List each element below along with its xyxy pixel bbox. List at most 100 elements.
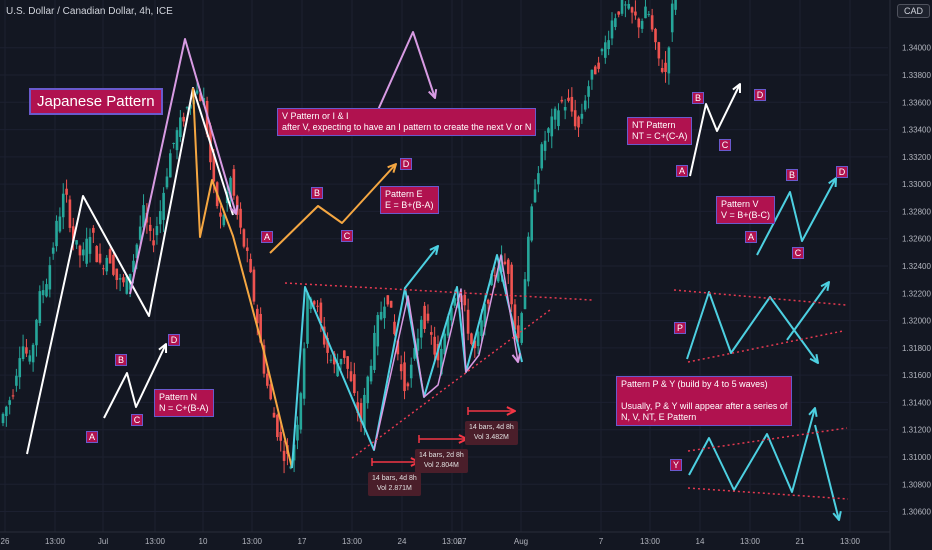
p-upper-dotted <box>673 289 847 306</box>
pattern-n-note: Pattern N N = C+(B-A) <box>154 389 214 417</box>
nt-point-d-label: D <box>754 89 766 101</box>
candle-body <box>496 268 500 282</box>
v-pattern-line <box>377 31 436 111</box>
e-point-c-label: C <box>341 230 353 242</box>
candle-body <box>577 116 580 128</box>
violet-inner-arrowhead <box>511 353 522 363</box>
candle-body <box>593 66 597 75</box>
candle-body <box>148 224 152 231</box>
measure-stat-3-bars: 14 bars, 4d 8h <box>469 424 514 431</box>
candle-body <box>11 395 15 397</box>
measure-stat-1: 14 bars, 4d 8h Vol 2.871M <box>368 472 421 496</box>
x-tick-label: 26 <box>1 537 10 546</box>
candle-body <box>232 169 236 196</box>
candle-body <box>339 358 343 365</box>
white-wave-line <box>26 87 234 455</box>
candle-body <box>440 348 443 375</box>
candle-body <box>5 406 8 417</box>
x-tick-label: 13:00 <box>45 537 66 546</box>
x-tick-label: 13:00 <box>442 537 463 546</box>
candle-body <box>78 245 82 256</box>
candle-body <box>306 292 309 344</box>
candle-body <box>343 350 346 358</box>
candle-body <box>102 268 105 270</box>
candle-body <box>583 100 587 110</box>
candle-body <box>162 192 165 220</box>
y-pattern-arrowhead-down <box>832 510 842 521</box>
candle-body <box>473 340 477 349</box>
candle-body <box>105 257 109 272</box>
candle-body <box>359 403 363 423</box>
japanese-pattern-title: Japanese Pattern <box>29 88 163 115</box>
candle-body <box>25 347 28 354</box>
p-pattern-arrowhead-up <box>820 281 830 292</box>
candle-body <box>332 353 336 365</box>
y-tick-label: 1.32600 <box>902 235 931 244</box>
candle-body <box>610 20 614 39</box>
e-point-b-label: B <box>311 187 323 199</box>
candle-body <box>51 247 55 254</box>
candle-body <box>112 254 115 275</box>
candle-body <box>376 315 380 347</box>
candle-body <box>363 394 366 428</box>
p-lower-dotted <box>687 330 844 363</box>
candle-body <box>28 355 32 362</box>
candle-body <box>450 307 453 321</box>
e-point-d-label: D <box>400 158 412 170</box>
p-pattern-label: P <box>674 322 686 334</box>
candle-body <box>674 0 677 10</box>
candle-body <box>617 11 620 15</box>
candle-body <box>563 106 567 111</box>
measure-3-arrowhead <box>506 406 516 416</box>
candle-body <box>329 359 333 361</box>
candle-body <box>15 375 18 386</box>
pattern-v-note: Pattern V V = B+(B-C) <box>716 196 776 224</box>
v-pattern-note: V Pattern or I & I after V, expecting to… <box>277 108 537 136</box>
candle-body <box>486 299 490 304</box>
currency-badge[interactable]: CAD <box>897 4 931 18</box>
x-tick-label: 17 <box>298 537 307 546</box>
candle-body <box>65 188 68 195</box>
candle-body <box>222 214 226 226</box>
candle-body <box>654 28 657 43</box>
candle-body <box>480 320 483 336</box>
y-tick-label: 1.33200 <box>902 153 931 162</box>
candle-body <box>426 313 430 321</box>
candle-body <box>212 153 216 182</box>
candle-body <box>620 0 624 14</box>
candle-body <box>175 130 179 151</box>
candle-body <box>557 110 560 127</box>
candle-body <box>503 261 507 265</box>
candle-body <box>553 108 557 120</box>
y-upper-dotted <box>687 427 848 452</box>
candle-body <box>195 90 199 94</box>
chart-header-title: U.S. Dollar / Canadian Dollar, 4h, ICE <box>6 6 173 17</box>
candle-body <box>349 371 353 382</box>
candle-body <box>523 279 527 310</box>
candle-body <box>88 237 92 254</box>
y-tick-label: 1.31200 <box>902 426 931 435</box>
y-pattern-label: Y <box>670 459 682 471</box>
candle-body <box>85 238 88 264</box>
x-tick-label: Aug <box>514 537 528 546</box>
candle-body <box>45 284 48 297</box>
candle-body <box>406 383 410 387</box>
candle-body <box>506 259 510 274</box>
candle-body <box>302 348 306 399</box>
nt-pattern-line <box>689 83 741 177</box>
y-tick-label: 1.30600 <box>902 508 931 517</box>
y-tick-label: 1.30800 <box>902 480 931 489</box>
candle-body <box>269 384 272 400</box>
candle-body <box>92 227 95 233</box>
candle-body <box>540 144 544 169</box>
candle-body <box>292 444 296 461</box>
candle-body <box>533 189 537 203</box>
candle-body <box>259 313 262 343</box>
y-pattern-line <box>688 407 816 493</box>
candle-body <box>640 20 644 29</box>
candle-body <box>262 345 266 374</box>
candle-body <box>18 358 22 378</box>
y-tick-label: 1.33800 <box>902 71 931 80</box>
